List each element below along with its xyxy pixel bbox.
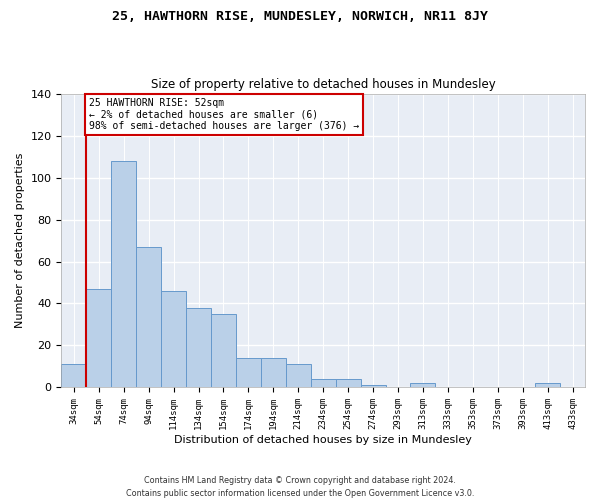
Bar — [186, 308, 211, 388]
Bar — [61, 364, 86, 388]
Bar — [410, 384, 436, 388]
Bar — [111, 160, 136, 388]
Y-axis label: Number of detached properties: Number of detached properties — [15, 153, 25, 328]
Bar — [286, 364, 311, 388]
Text: Contains HM Land Registry data © Crown copyright and database right 2024.
Contai: Contains HM Land Registry data © Crown c… — [126, 476, 474, 498]
Bar — [161, 291, 186, 388]
Text: 25, HAWTHORN RISE, MUNDESLEY, NORWICH, NR11 8JY: 25, HAWTHORN RISE, MUNDESLEY, NORWICH, N… — [112, 10, 488, 23]
Bar — [361, 386, 386, 388]
Title: Size of property relative to detached houses in Mundesley: Size of property relative to detached ho… — [151, 78, 496, 91]
Bar — [261, 358, 286, 388]
Text: 25 HAWTHORN RISE: 52sqm
← 2% of detached houses are smaller (6)
98% of semi-deta: 25 HAWTHORN RISE: 52sqm ← 2% of detached… — [89, 98, 359, 131]
Bar — [236, 358, 261, 388]
Bar — [86, 289, 111, 388]
X-axis label: Distribution of detached houses by size in Mundesley: Distribution of detached houses by size … — [174, 435, 472, 445]
Bar — [335, 379, 361, 388]
Bar — [311, 379, 335, 388]
Bar — [535, 384, 560, 388]
Bar — [211, 314, 236, 388]
Bar — [136, 247, 161, 388]
